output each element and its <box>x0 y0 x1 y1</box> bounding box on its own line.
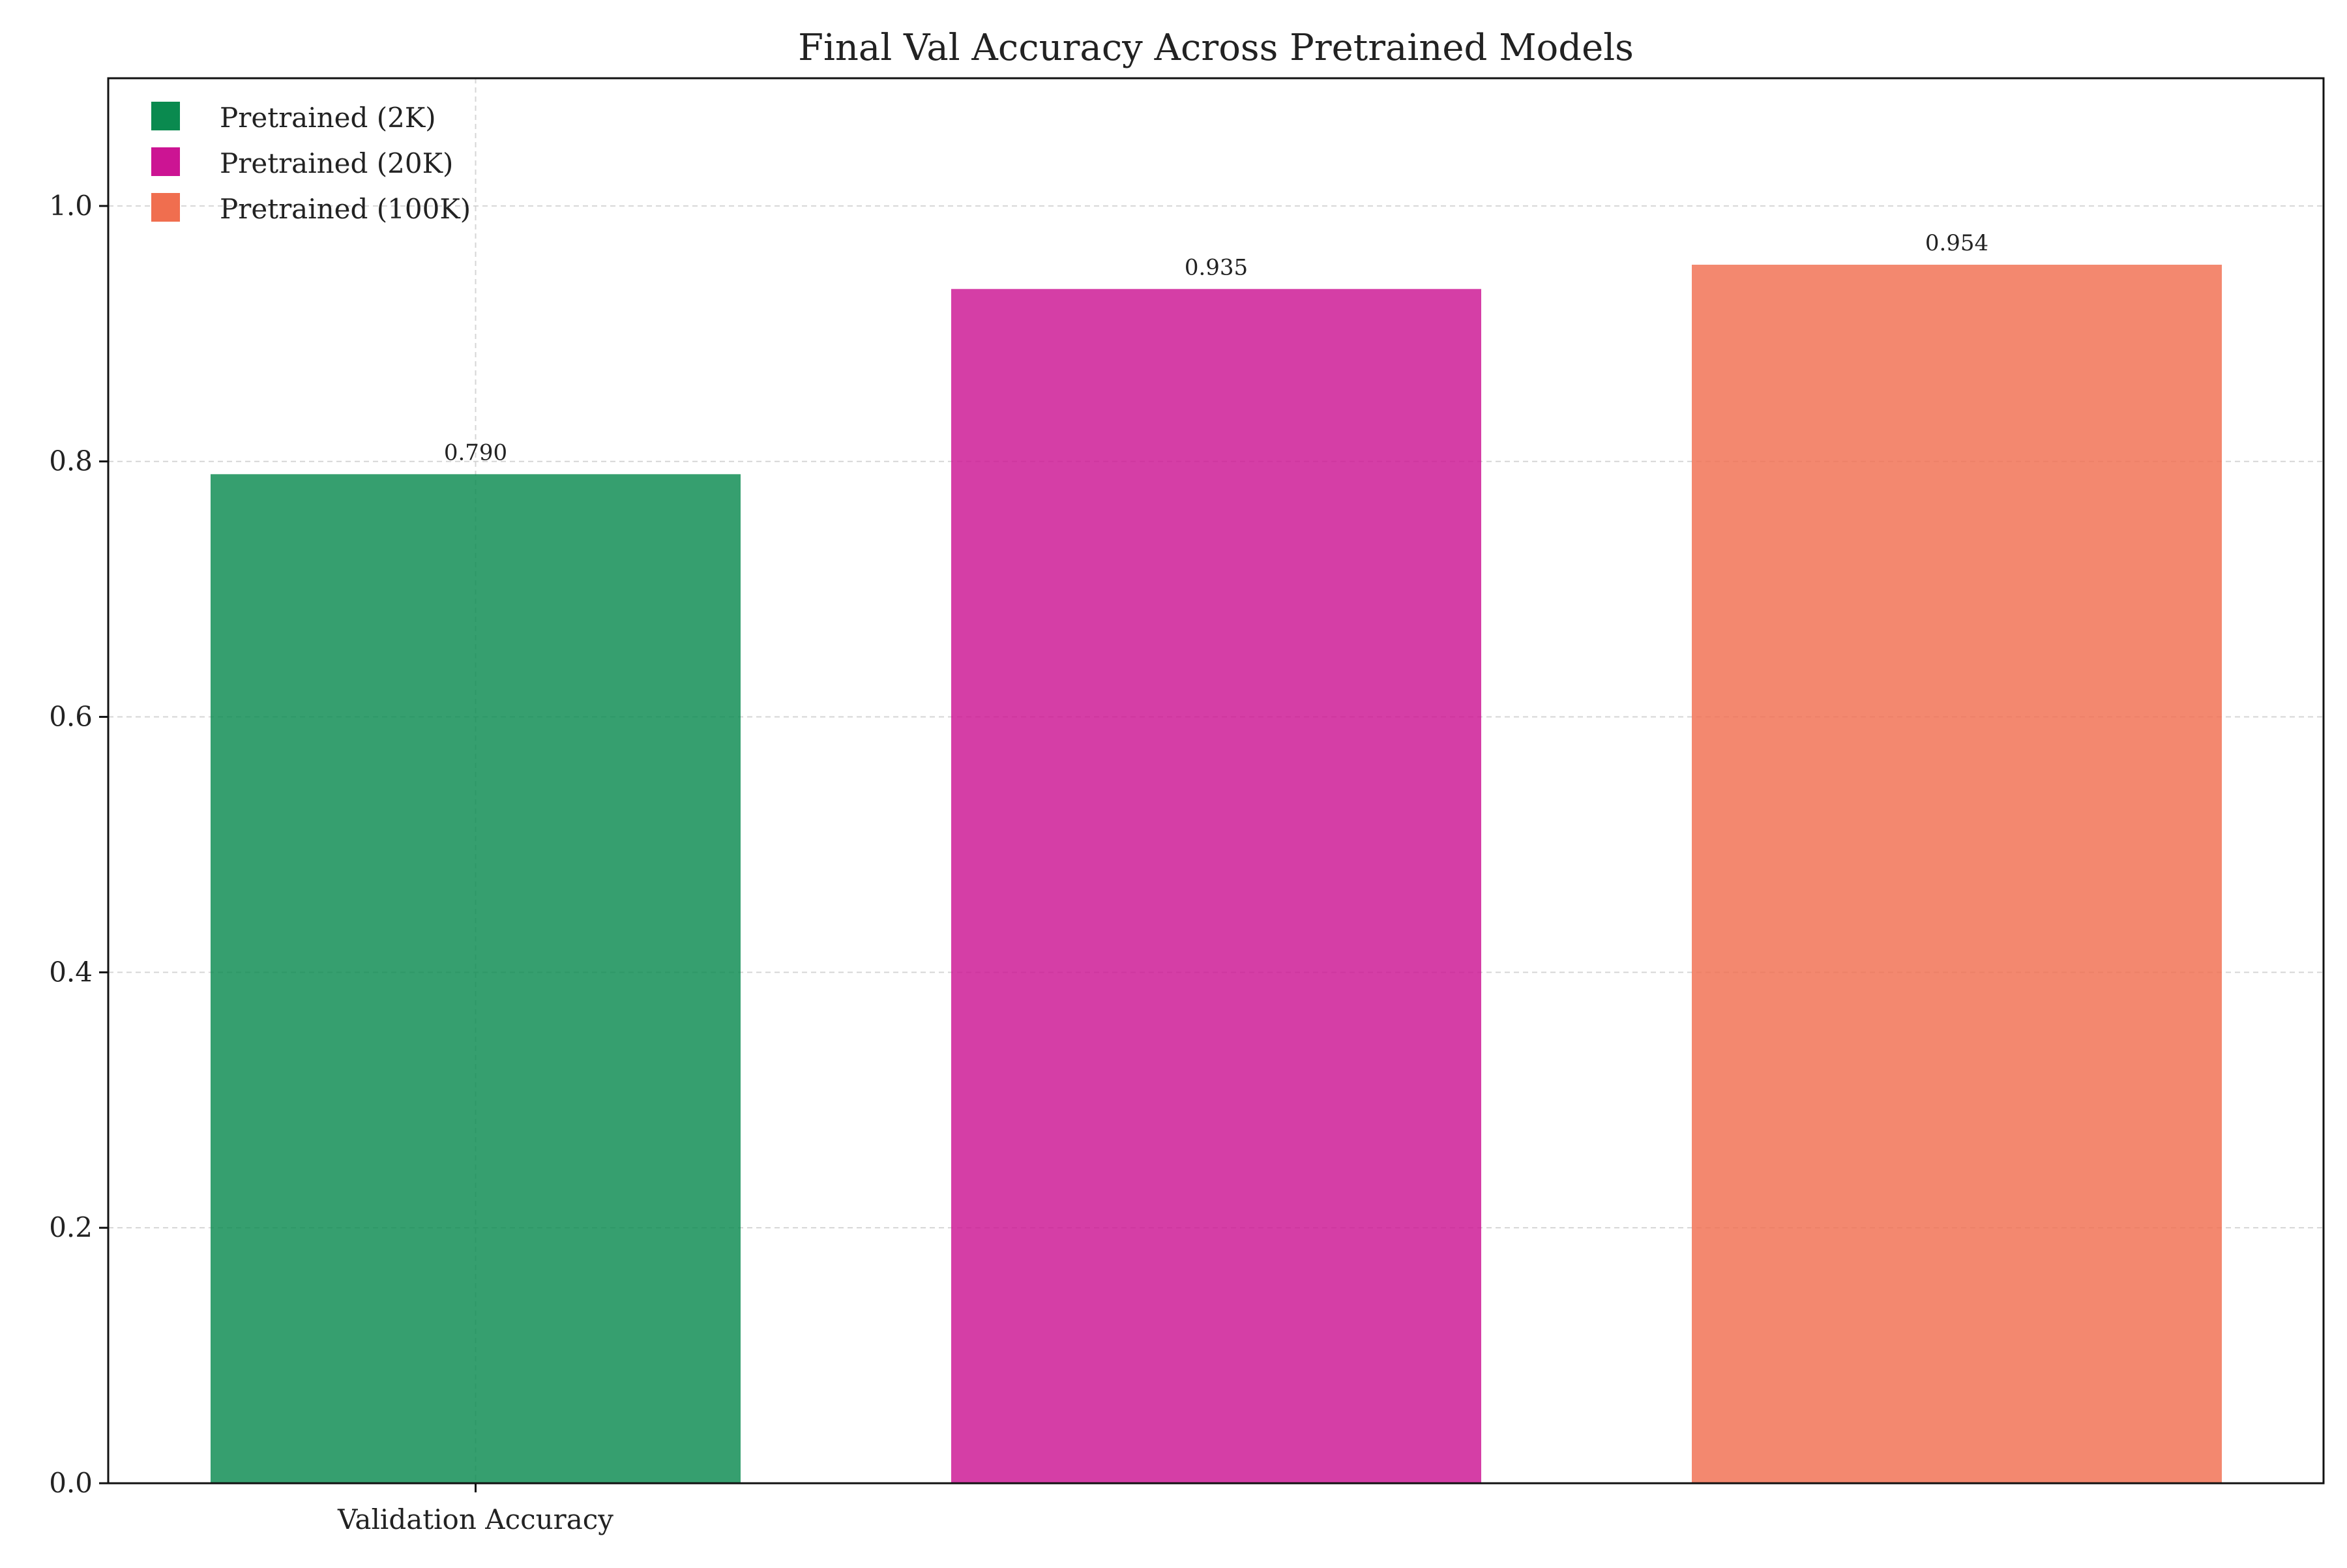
legend-swatch <box>151 102 180 130</box>
bars-layer <box>211 265 2222 1484</box>
bar-series-1 <box>951 289 1481 1483</box>
y-tick-label: 0.0 <box>49 1467 93 1499</box>
y-tick-label: 0.2 <box>49 1211 93 1243</box>
chart-title: Final Val Accuracy Across Pretrained Mod… <box>798 27 1634 69</box>
bar-value-label: 0.954 <box>1925 230 1988 256</box>
legend: Pretrained (2K) Pretrained (20K) Pretraine… <box>151 102 471 225</box>
y-tick-label: 0.6 <box>49 701 93 733</box>
legend-label: Pretrained (100K) <box>220 193 471 225</box>
x-tick-label: Validation Accuracy <box>337 1503 613 1535</box>
y-axis: 0.0 0.2 0.4 0.6 0.8 1.0 <box>49 190 108 1499</box>
y-tick-label: 0.8 <box>49 445 93 477</box>
value-labels-layer: 0.790 0.935 0.954 <box>444 230 1988 466</box>
bar-value-label: 0.935 <box>1185 254 1248 280</box>
legend-swatch <box>151 193 180 222</box>
bar-series-2 <box>1692 265 2222 1483</box>
legend-swatch <box>151 147 180 176</box>
y-tick-label: 0.4 <box>49 956 93 988</box>
plot-area-frame <box>107 77 2325 1485</box>
x-axis: Validation Accuracy <box>337 1483 613 1535</box>
bar-series-0 <box>211 474 741 1484</box>
bar-value-label: 0.790 <box>444 439 507 466</box>
y-tick-label: 1.0 <box>49 190 93 222</box>
legend-label: Pretrained (20K) <box>220 147 453 179</box>
legend-label: Pretrained (2K) <box>220 102 436 134</box>
